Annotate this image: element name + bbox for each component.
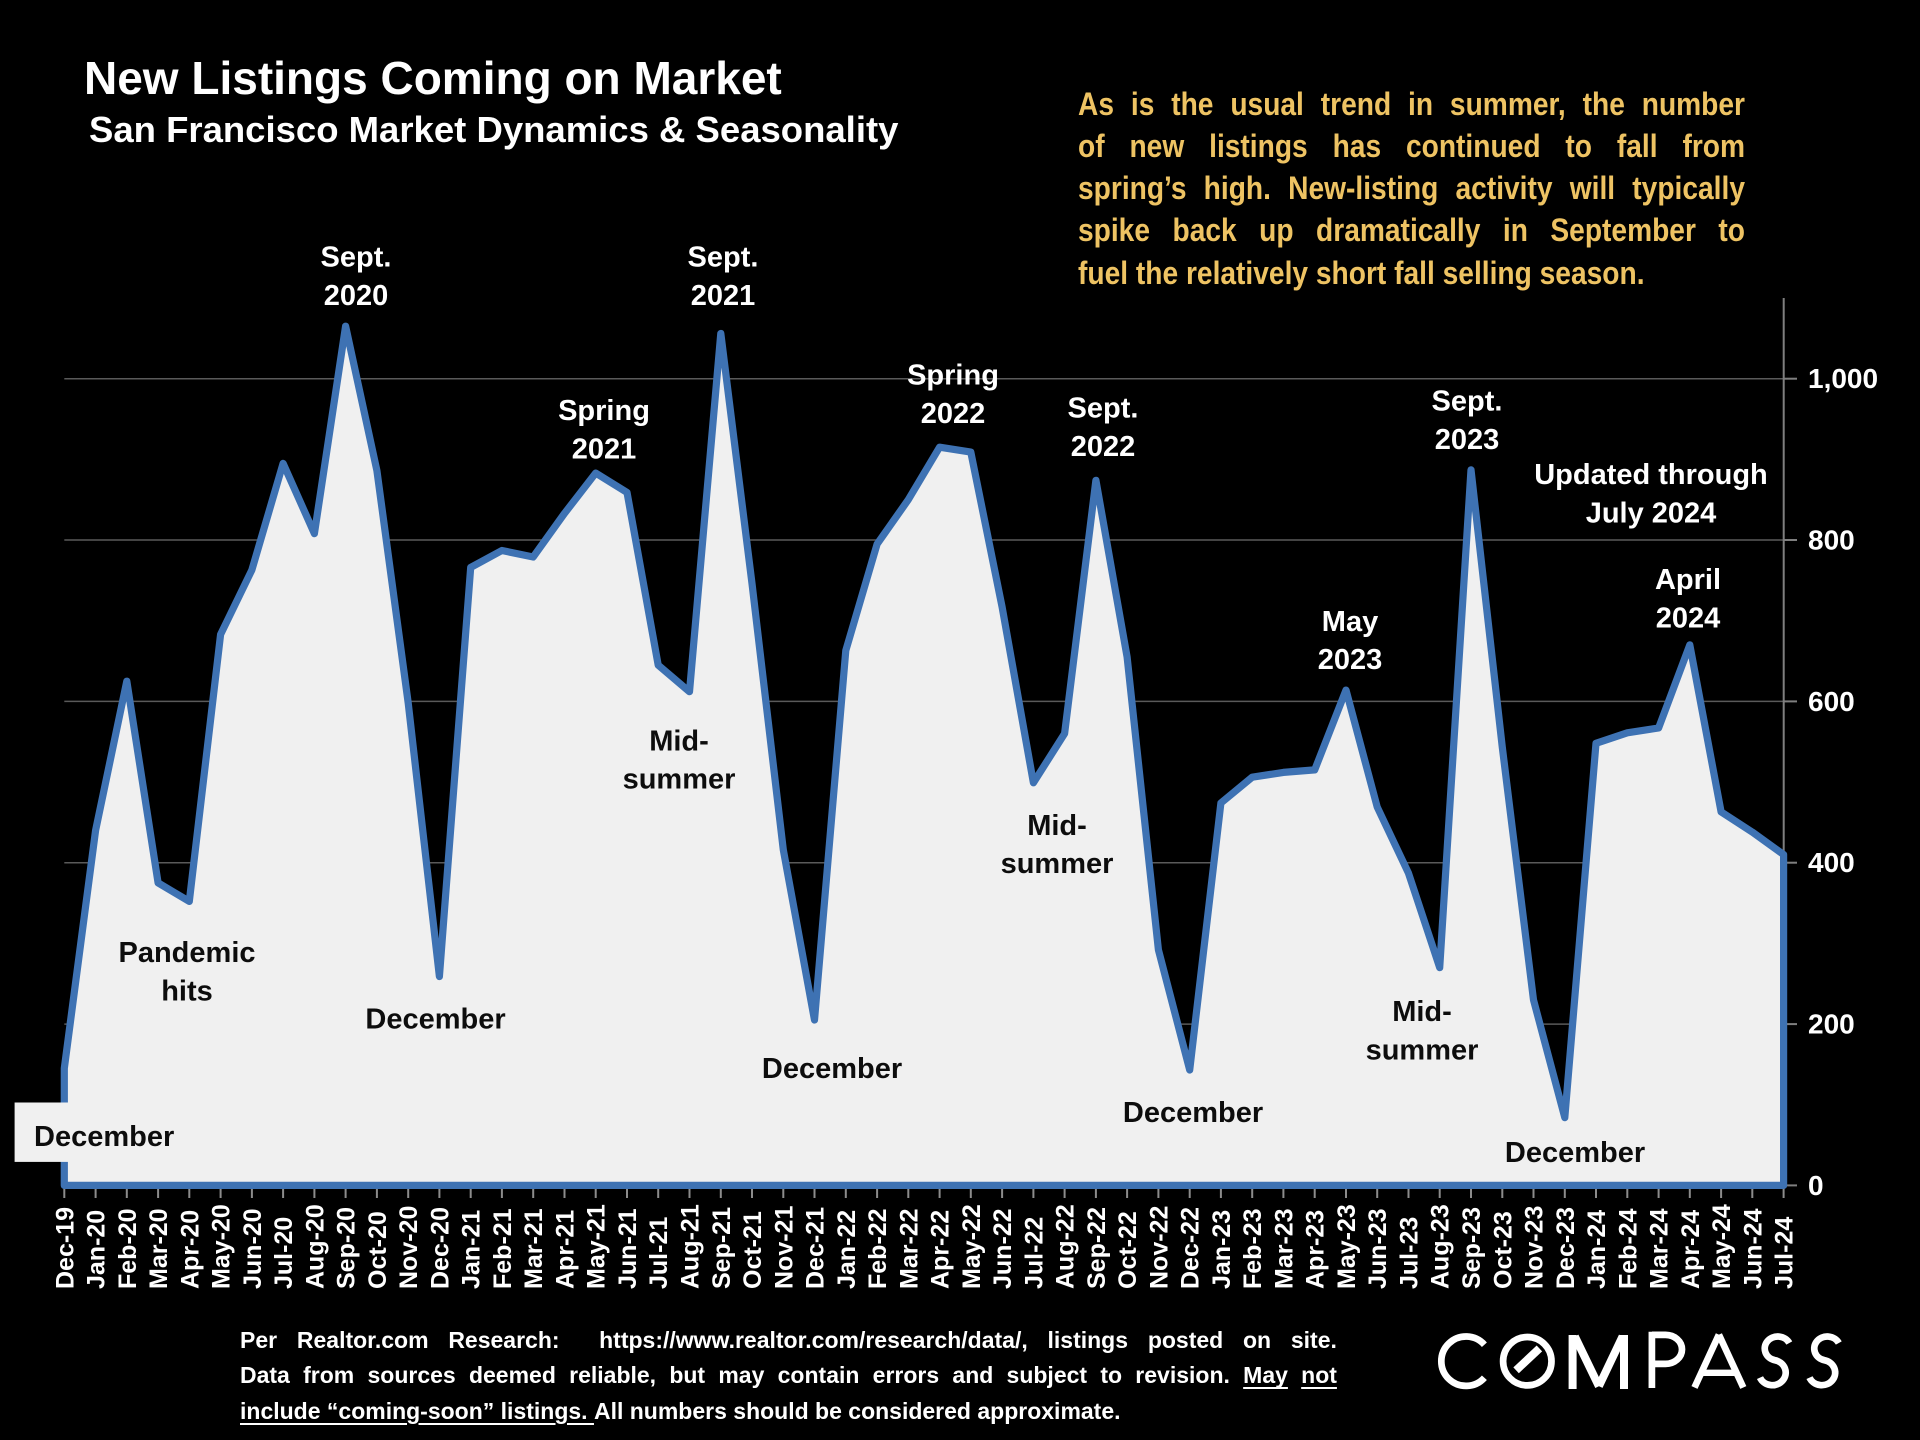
svg-text:2023: 2023 <box>1435 424 1500 456</box>
svg-text:2020: 2020 <box>324 280 389 312</box>
svg-text:Dec-21: Dec-21 <box>802 1207 830 1289</box>
svg-text:May-21: May-21 <box>583 1204 611 1289</box>
svg-text:Apr-24: Apr-24 <box>1677 1210 1705 1289</box>
svg-text:summer: summer <box>1366 1035 1479 1067</box>
svg-text:Jan-22: Jan-22 <box>833 1210 861 1289</box>
svg-text:December: December <box>762 1053 902 1085</box>
svg-text:400: 400 <box>1808 847 1855 878</box>
svg-text:2022: 2022 <box>1071 431 1136 463</box>
svg-text:July 2024: July 2024 <box>1586 498 1717 530</box>
svg-text:December: December <box>34 1121 174 1153</box>
svg-text:May-24: May-24 <box>1708 1204 1736 1289</box>
svg-text:December: December <box>1505 1137 1645 1169</box>
svg-text:summer: summer <box>623 764 736 796</box>
svg-text:Jun-23: Jun-23 <box>1364 1208 1392 1289</box>
svg-text:Jan-23: Jan-23 <box>1208 1210 1236 1289</box>
svg-text:Nov-22: Nov-22 <box>1145 1206 1173 1289</box>
svg-text:Jul-23: Jul-23 <box>1396 1217 1424 1289</box>
svg-text:Mar-24: Mar-24 <box>1646 1208 1674 1289</box>
svg-text:2021: 2021 <box>691 280 756 312</box>
svg-text:Sep-21: Sep-21 <box>708 1207 736 1289</box>
svg-text:Spring: Spring <box>907 360 999 392</box>
svg-text:Jun-20: Jun-20 <box>239 1208 267 1289</box>
svg-text:Nov-21: Nov-21 <box>770 1206 798 1289</box>
svg-text:Mar-20: Mar-20 <box>145 1208 173 1289</box>
svg-text:800: 800 <box>1808 525 1855 556</box>
svg-text:Mar-22: Mar-22 <box>895 1208 923 1289</box>
svg-text:Apr-23: Apr-23 <box>1302 1210 1330 1289</box>
svg-text:May: May <box>1322 606 1378 638</box>
svg-text:Sept.: Sept. <box>321 242 392 274</box>
svg-text:Sept.: Sept. <box>1432 386 1503 418</box>
svg-text:Feb-23: Feb-23 <box>1239 1208 1267 1289</box>
svg-text:December: December <box>365 1003 505 1035</box>
svg-text:Oct-20: Oct-20 <box>364 1211 392 1289</box>
svg-text:Mid-: Mid- <box>1392 996 1452 1028</box>
svg-text:200: 200 <box>1808 1009 1855 1040</box>
svg-text:Feb-20: Feb-20 <box>114 1208 142 1289</box>
svg-text:Apr-20: Apr-20 <box>176 1210 204 1289</box>
svg-text:Jul-24: Jul-24 <box>1771 1217 1799 1289</box>
svg-text:600: 600 <box>1808 686 1855 717</box>
svg-text:May-20: May-20 <box>208 1204 236 1289</box>
svg-text:summer: summer <box>1001 848 1114 880</box>
svg-text:Oct-22: Oct-22 <box>1114 1211 1142 1289</box>
svg-text:May-23: May-23 <box>1333 1204 1361 1289</box>
svg-text:December: December <box>1123 1097 1263 1129</box>
svg-text:Jan-24: Jan-24 <box>1583 1210 1611 1289</box>
svg-text:Feb-22: Feb-22 <box>864 1208 892 1289</box>
svg-text:Dec-23: Dec-23 <box>1552 1207 1580 1289</box>
svg-text:2024: 2024 <box>1656 603 1721 635</box>
svg-text:Sep-22: Sep-22 <box>1083 1207 1111 1289</box>
svg-text:Jul-21: Jul-21 <box>645 1217 673 1289</box>
svg-text:Aug-23: Aug-23 <box>1427 1204 1455 1289</box>
svg-text:Oct-21: Oct-21 <box>739 1211 767 1289</box>
svg-text:Jul-22: Jul-22 <box>1020 1217 1048 1289</box>
svg-text:Sept.: Sept. <box>688 242 759 274</box>
svg-text:Spring: Spring <box>558 395 650 427</box>
svg-text:hits: hits <box>161 976 213 1008</box>
svg-text:Jun-21: Jun-21 <box>614 1208 642 1289</box>
svg-text:Apr-21: Apr-21 <box>552 1210 580 1289</box>
svg-text:Jan-21: Jan-21 <box>458 1210 486 1289</box>
svg-text:Nov-20: Nov-20 <box>395 1206 423 1289</box>
svg-text:2022: 2022 <box>921 398 986 430</box>
svg-text:Nov-23: Nov-23 <box>1521 1206 1549 1289</box>
svg-text:0: 0 <box>1808 1170 1824 1201</box>
svg-text:Apr-22: Apr-22 <box>927 1210 955 1289</box>
svg-text:Feb-21: Feb-21 <box>489 1208 517 1289</box>
svg-text:2021: 2021 <box>572 434 637 466</box>
svg-text:Dec-20: Dec-20 <box>426 1207 454 1289</box>
svg-text:Updated through: Updated through <box>1534 459 1768 491</box>
svg-text:Sep-23: Sep-23 <box>1458 1207 1486 1289</box>
svg-text:Aug-20: Aug-20 <box>301 1204 329 1289</box>
svg-text:Jun-22: Jun-22 <box>989 1208 1017 1289</box>
svg-text:Sept.: Sept. <box>1068 393 1139 425</box>
svg-text:April: April <box>1655 564 1721 596</box>
svg-text:Oct-23: Oct-23 <box>1489 1211 1517 1289</box>
svg-text:Feb-24: Feb-24 <box>1614 1208 1642 1289</box>
svg-text:1,000: 1,000 <box>1808 363 1878 394</box>
svg-text:Jun-24: Jun-24 <box>1739 1208 1767 1289</box>
svg-text:May-22: May-22 <box>958 1204 986 1289</box>
svg-text:Jan-20: Jan-20 <box>83 1210 111 1289</box>
svg-text:Jul-20: Jul-20 <box>270 1217 298 1289</box>
svg-text:Aug-22: Aug-22 <box>1052 1204 1080 1289</box>
svg-text:Mid-: Mid- <box>649 726 709 758</box>
svg-text:Aug-21: Aug-21 <box>677 1204 705 1289</box>
svg-text:Mid-: Mid- <box>1027 810 1087 842</box>
svg-text:Mar-21: Mar-21 <box>520 1208 548 1289</box>
svg-text:Sep-20: Sep-20 <box>333 1207 361 1289</box>
svg-text:Pandemic: Pandemic <box>119 937 256 969</box>
svg-text:Dec-19: Dec-19 <box>51 1207 79 1289</box>
svg-text:Dec-22: Dec-22 <box>1177 1207 1205 1289</box>
svg-text:2023: 2023 <box>1318 644 1383 676</box>
svg-text:Mar-23: Mar-23 <box>1270 1208 1298 1289</box>
